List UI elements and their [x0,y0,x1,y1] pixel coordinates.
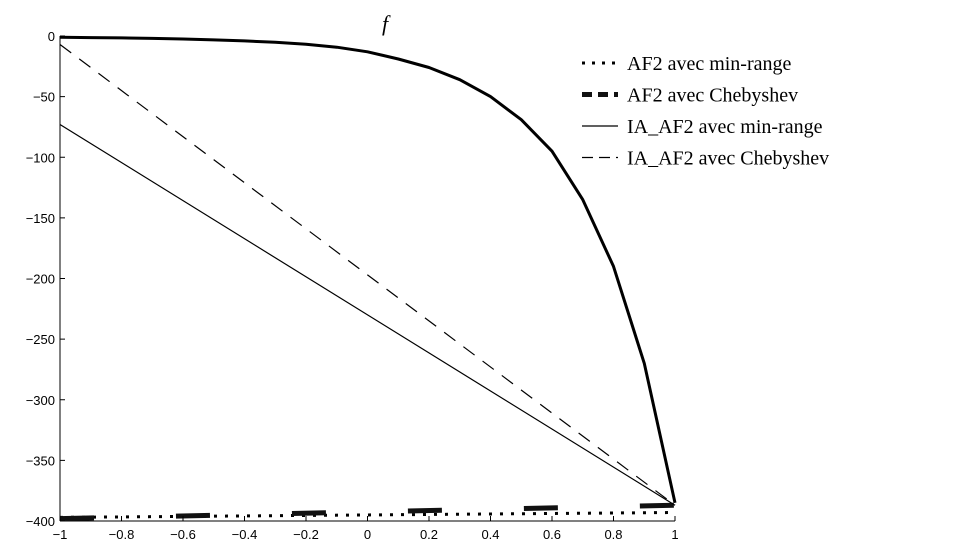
series-line-5 [59,35,677,504]
y-axis-ticks: 0 −50 −100 −150 −200 −250 −300 −350 −400 [26,29,65,529]
y-tick-label: −300 [26,393,55,408]
legend: AF2 avec min-range AF2 avec Chebyshev IA_A… [582,53,829,170]
x-tick-label: −0.4 [232,527,258,542]
series-line-4 [59,44,676,506]
y-tick-label: 0 [48,29,55,44]
y-tick-label: −200 [26,272,55,287]
x-tick-label: 1 [671,527,678,542]
y-tick-label: −150 [26,211,55,226]
chart-title: f [382,11,391,36]
legend-label-2: AF2 avec Chebyshev [627,85,798,107]
legend-label-3: IA_AF2 avec min-range [627,116,823,138]
y-tick-label: −50 [33,90,55,105]
x-tick-label: 0.4 [481,527,499,542]
x-tick-label: −1 [53,527,68,542]
x-tick-label: 0.6 [543,527,561,542]
x-axis-ticks: −1 −0.8 −0.6 −0.4 −0.2 0 0.2 0.4 0.6 0.8 1 [53,516,679,542]
series-layer [59,35,677,522]
x-tick-label: −0.6 [170,527,196,542]
legend-label-4: IA_AF2 avec Chebyshev [627,148,829,170]
x-tick-label: 0 [364,527,371,542]
legend-label-1: AF2 avec min-range [627,53,792,75]
series-line-3 [59,123,676,506]
y-tick-label: −350 [26,453,55,468]
y-tick-label: −250 [26,332,55,347]
y-tick-label: −400 [26,514,55,529]
y-tick-label: −100 [26,150,55,165]
x-tick-label: −0.2 [293,527,319,542]
x-tick-label: 0.8 [604,527,622,542]
x-tick-label: −0.8 [109,527,135,542]
x-tick-label: 0.2 [420,527,438,542]
